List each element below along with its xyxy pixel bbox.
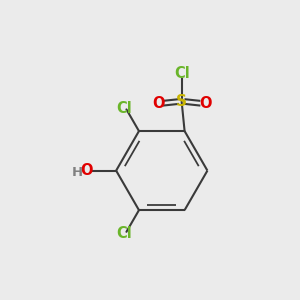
Text: O: O	[80, 163, 93, 178]
Text: Cl: Cl	[174, 66, 190, 81]
Text: O: O	[199, 96, 211, 111]
Text: H: H	[71, 166, 82, 179]
Text: O: O	[152, 96, 164, 111]
Text: S: S	[176, 94, 187, 109]
Text: Cl: Cl	[116, 100, 132, 116]
Text: Cl: Cl	[116, 226, 132, 241]
